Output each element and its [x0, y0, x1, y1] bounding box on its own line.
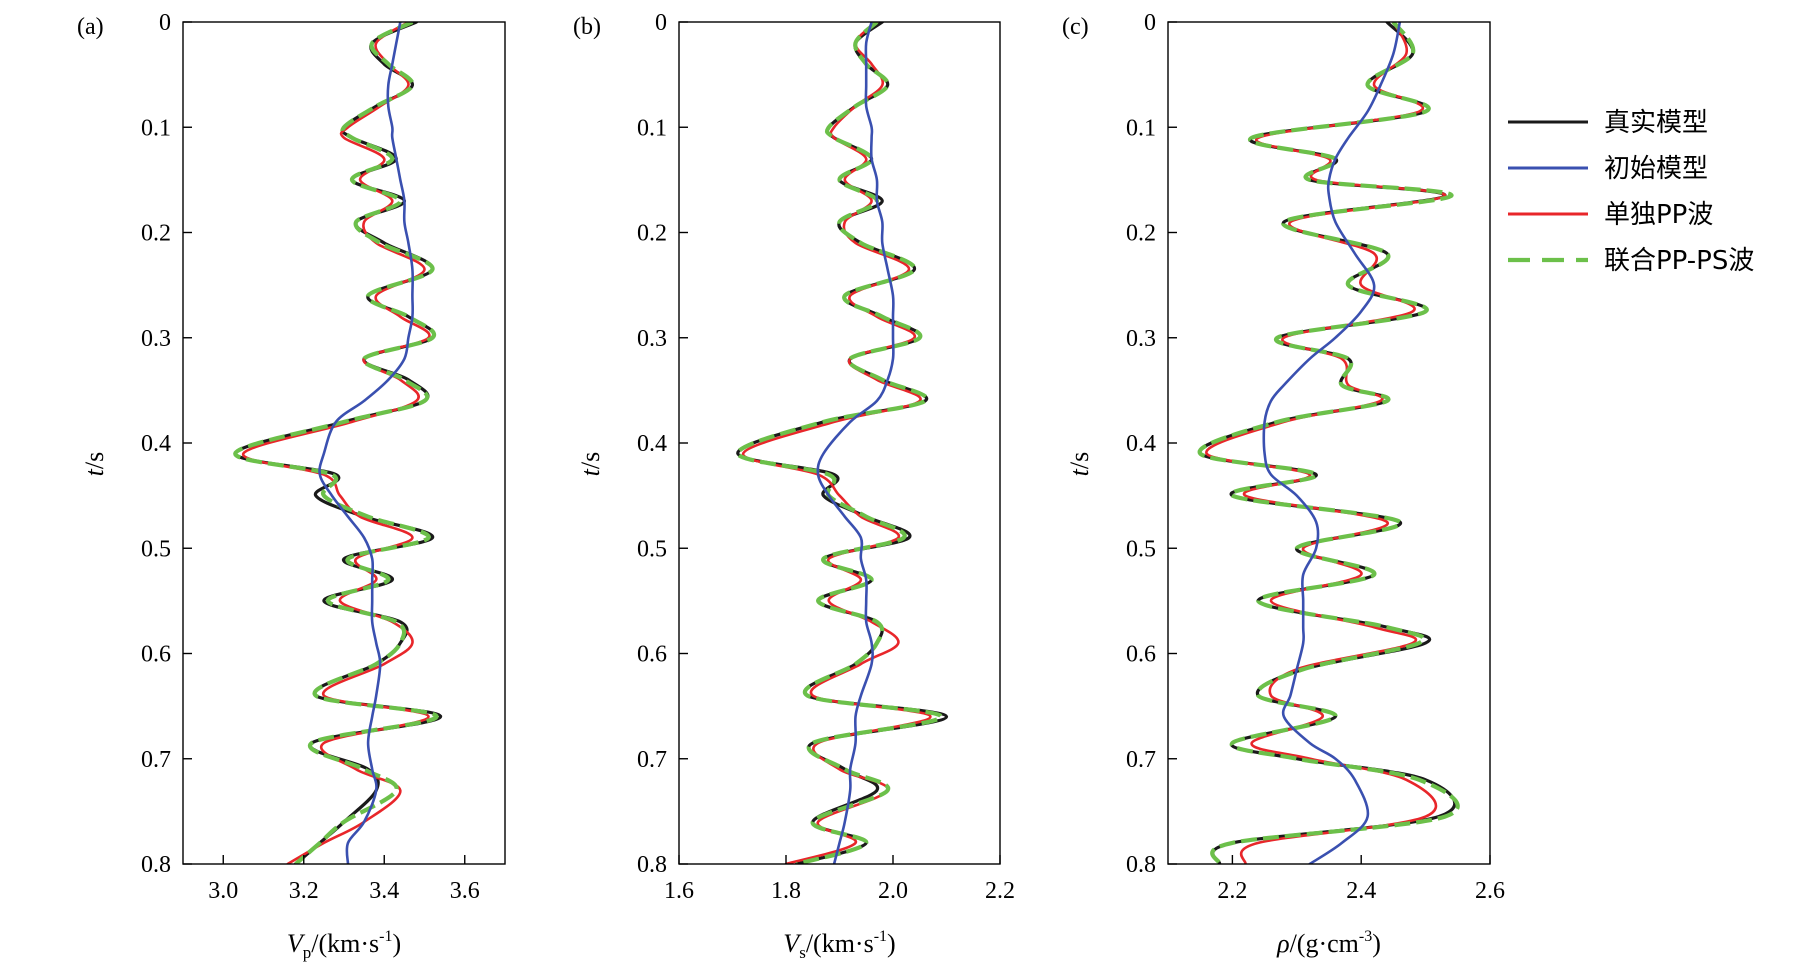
y-tick-label: 0.2 — [141, 221, 171, 247]
x-tick-label: 3.6 — [450, 878, 480, 904]
legend-label: 单独PP波 — [1604, 200, 1713, 230]
legend-label: 初始模型 — [1604, 154, 1708, 184]
series-line-initial — [318, 22, 415, 864]
y-axis-label: t/s — [576, 452, 605, 477]
series-lines — [1197, 22, 1460, 864]
x-tick-label: 3.2 — [289, 878, 319, 904]
series-line-pp-only — [1205, 22, 1447, 864]
x-axis-label: Vs/(km·s-1) — [783, 928, 895, 962]
series-line-joint-pp-ps — [1197, 22, 1460, 864]
series-line-initial — [1262, 22, 1402, 864]
y-tick-label: 0.6 — [141, 642, 171, 668]
y-tick-label: 0.1 — [1126, 115, 1156, 141]
y-tick-label: 0.2 — [637, 221, 667, 247]
y-axis-label: t/s — [1065, 452, 1094, 477]
y-tick-label: 0.6 — [637, 642, 667, 668]
y-tick-label: 0.3 — [141, 326, 171, 352]
y-tick-label: 0.6 — [1126, 642, 1156, 668]
legend-item-pp-only: 单独PP波 — [1508, 200, 1713, 230]
panels: 0 0.1 0.2 0.3 0.4 0.5 0.6 0.7 0.8 3.0 3.2 3.4 3.6 (a)… — [77, 10, 1505, 962]
x-tick-label: 3.0 — [208, 878, 238, 904]
y-tick-label: 0.4 — [141, 431, 171, 457]
legend-label: 联合PP-PS波 — [1604, 246, 1754, 276]
y-tick-label: 0.7 — [141, 747, 171, 773]
y-tick-label: 0.4 — [637, 431, 667, 457]
y-tick-label: 0.4 — [1126, 431, 1156, 457]
y-tick-label: 0 — [159, 10, 171, 36]
series-line-pp-only — [741, 22, 932, 864]
y-tick-label: 0 — [1144, 10, 1156, 36]
series-line-joint-pp-ps — [735, 22, 944, 864]
legend-item-joint-pp-ps: 联合PP-PS波 — [1508, 246, 1754, 276]
x-tick-label: 2.4 — [1346, 878, 1376, 904]
legend-item-initial: 初始模型 — [1508, 154, 1708, 184]
y-tick-label: 0.5 — [141, 536, 171, 562]
panel-label: (a) — [77, 14, 104, 40]
y-tick-label: 0.5 — [637, 536, 667, 562]
legend-label: 真实模型 — [1604, 108, 1708, 138]
x-tick-label: 2.0 — [878, 878, 908, 904]
series-line-true — [1198, 22, 1457, 864]
panel-label: (b) — [573, 14, 601, 40]
y-tick-label: 0.7 — [1126, 747, 1156, 773]
series-line-pp-only — [242, 22, 431, 864]
x-tick-label: 2.2 — [985, 878, 1015, 904]
legend-item-true: 真实模型 — [1508, 108, 1708, 138]
panel-b: 0 0.1 0.2 0.3 0.4 0.5 0.6 0.7 0.81.6 1.8 2.0 2.2 (b)… — [573, 10, 1015, 962]
y-tick-label: 0.1 — [141, 115, 171, 141]
x-tick-label: 1.8 — [771, 878, 801, 904]
y-tick-label: 0.3 — [637, 326, 667, 352]
y-tick-label: 0 — [655, 10, 667, 36]
y-tick-label: 0.8 — [1126, 852, 1156, 878]
y-tick-label: 0.3 — [1126, 326, 1156, 352]
panel-c: 0 0.1 0.2 0.3 0.4 0.5 0.6 0.7 0.8 2.2 2.4 2.6 (c) t/s… — [1062, 10, 1505, 958]
x-axis-label: ρ/(g·cm-3) — [1276, 928, 1381, 958]
y-tick-label: 0.1 — [637, 115, 667, 141]
y-tick-label: 0.2 — [1126, 221, 1156, 247]
x-axis-label: Vp/(km·s-1) — [287, 928, 401, 962]
panel-a: 0 0.1 0.2 0.3 0.4 0.5 0.6 0.7 0.8 3.0 3.2 3.4 3.6 (a)… — [77, 10, 506, 962]
y-tick-label: 0.8 — [637, 852, 667, 878]
series-line-initial — [816, 22, 895, 864]
series-line-joint-pp-ps — [233, 22, 439, 864]
x-tick-label: 2.6 — [1475, 878, 1505, 904]
x-tick-label: 2.2 — [1217, 878, 1247, 904]
y-tick-label: 0.8 — [141, 852, 171, 878]
x-tick-label: 3.4 — [369, 878, 399, 904]
y-tick-label: 0.5 — [1126, 536, 1156, 562]
series-lines — [233, 22, 443, 864]
series-lines — [735, 22, 949, 864]
y-axis-label: t/s — [80, 452, 109, 477]
x-tick-label: 1.6 — [664, 878, 694, 904]
panel-label: (c) — [1062, 14, 1089, 40]
y-tick-label: 0.7 — [637, 747, 667, 773]
